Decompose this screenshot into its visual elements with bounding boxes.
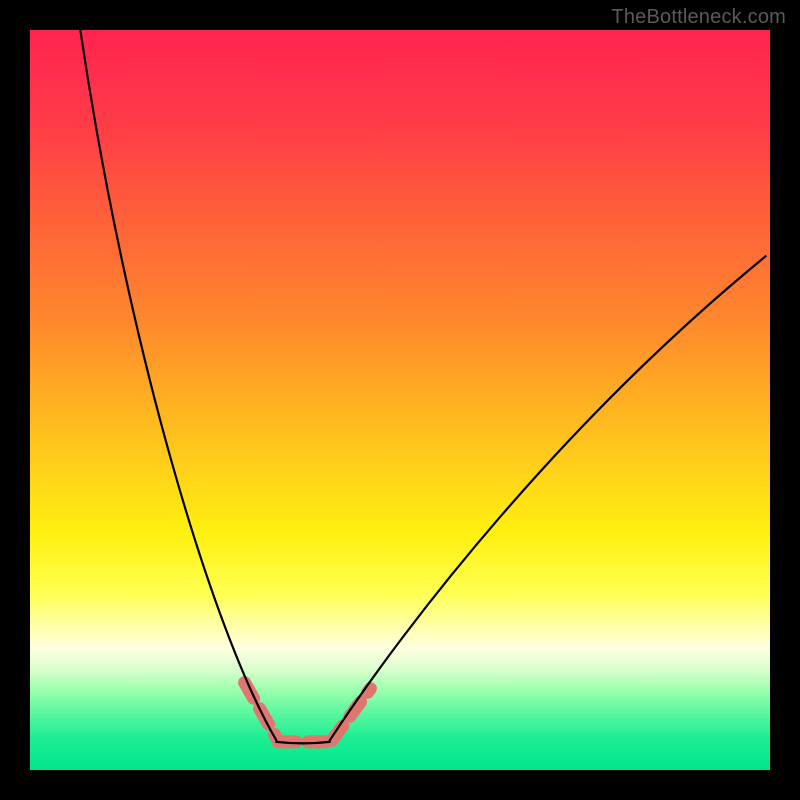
watermark-text: TheBottleneck.com <box>611 6 786 29</box>
bottleneck-curve <box>30 30 770 770</box>
highlight-segment <box>332 689 370 741</box>
plot-area <box>30 30 770 770</box>
